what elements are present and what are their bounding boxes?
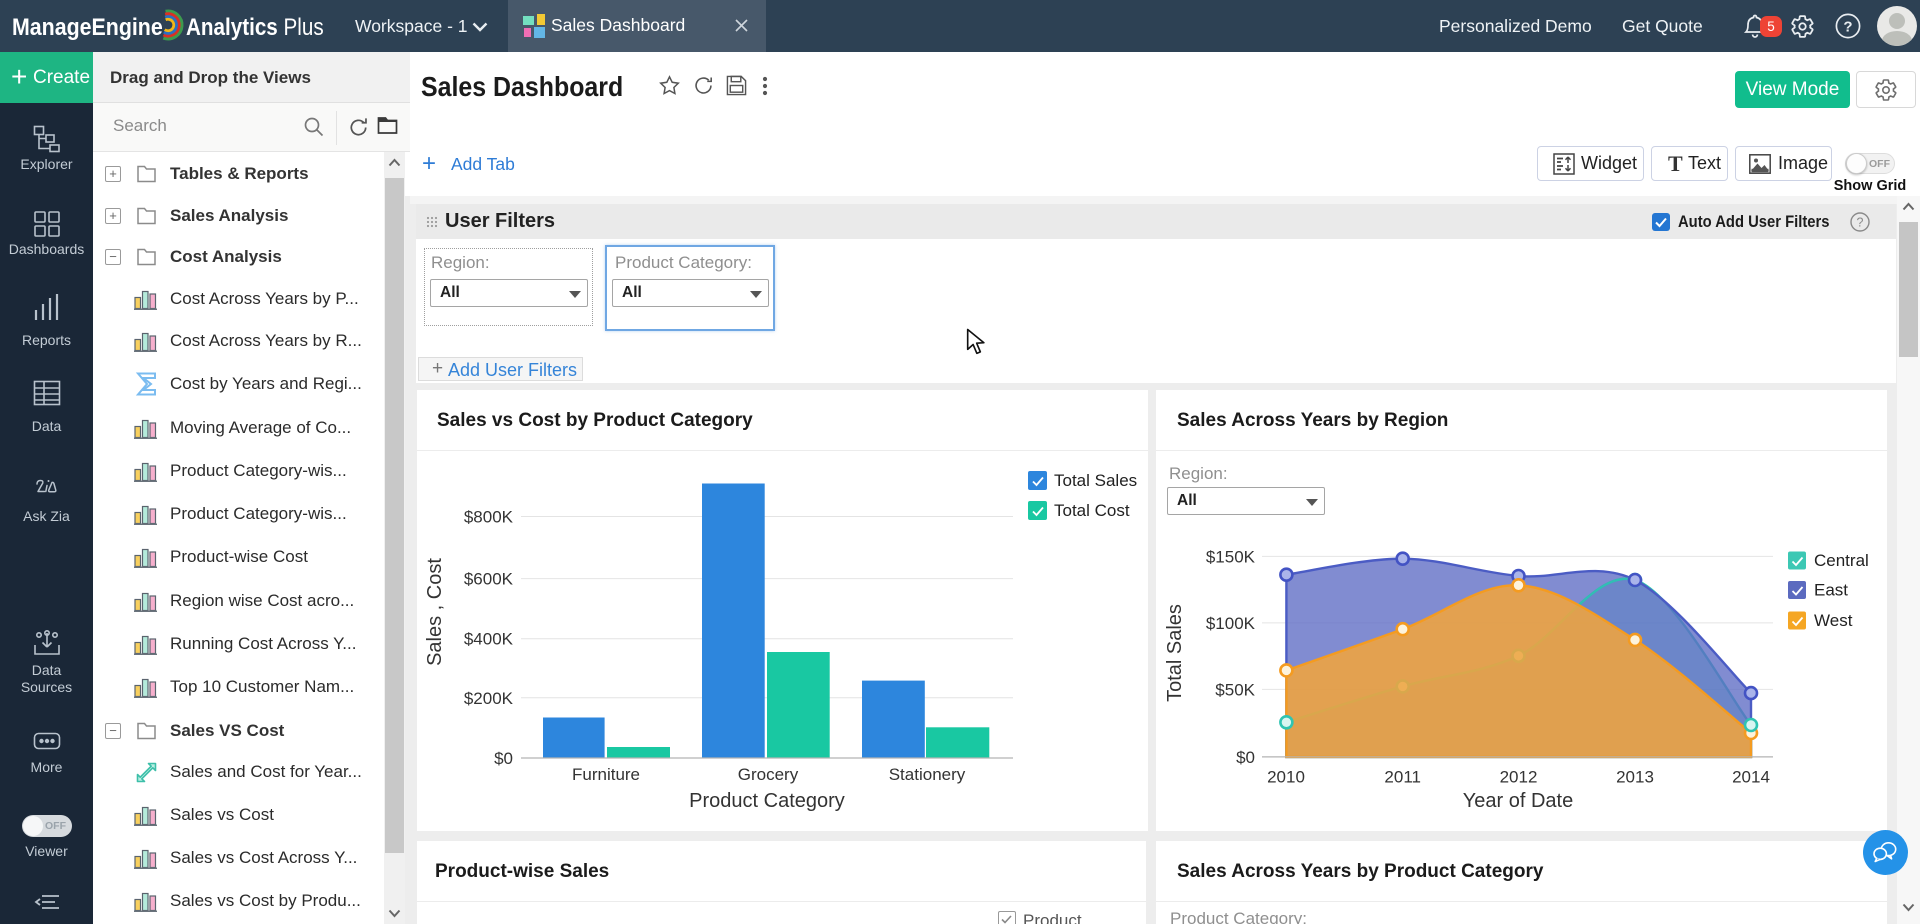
svg-text:?: ? [1843, 18, 1852, 35]
svg-text:$800K: $800K [464, 508, 514, 527]
svg-text:Total Sales: Total Sales [1164, 604, 1186, 702]
svg-text:2011: 2011 [1384, 768, 1421, 787]
svg-text:$50K: $50K [1215, 680, 1255, 699]
svg-text:?: ? [1857, 216, 1864, 230]
svg-text:2012: 2012 [1500, 768, 1538, 787]
svg-text:Product Category: Product Category [689, 790, 845, 812]
svg-text:Year of Date: Year of Date [1463, 790, 1573, 812]
svg-text:$200K: $200K [464, 689, 514, 708]
svg-text:Grocery: Grocery [738, 765, 799, 784]
svg-text:West: West [1814, 611, 1853, 630]
svg-text:$150K: $150K [1206, 547, 1256, 566]
svg-text:$0: $0 [1236, 748, 1255, 767]
svg-text:$600K: $600K [464, 570, 514, 589]
svg-text:2010: 2010 [1267, 768, 1305, 787]
svg-text:Total Sales: Total Sales [1054, 471, 1137, 490]
svg-text:2014: 2014 [1732, 768, 1770, 787]
svg-text:$400K: $400K [464, 630, 514, 649]
svg-text:2013: 2013 [1616, 768, 1654, 787]
svg-text:East: East [1814, 581, 1848, 600]
svg-text:Stationery: Stationery [889, 765, 966, 784]
svg-text:$0: $0 [494, 749, 513, 768]
svg-text:Sales , Cost: Sales , Cost [424, 558, 446, 666]
svg-text:Central: Central [1814, 551, 1869, 570]
svg-text:$100K: $100K [1206, 614, 1256, 633]
svg-text:Total Cost: Total Cost [1054, 501, 1130, 520]
svg-text:Furniture: Furniture [572, 765, 640, 784]
